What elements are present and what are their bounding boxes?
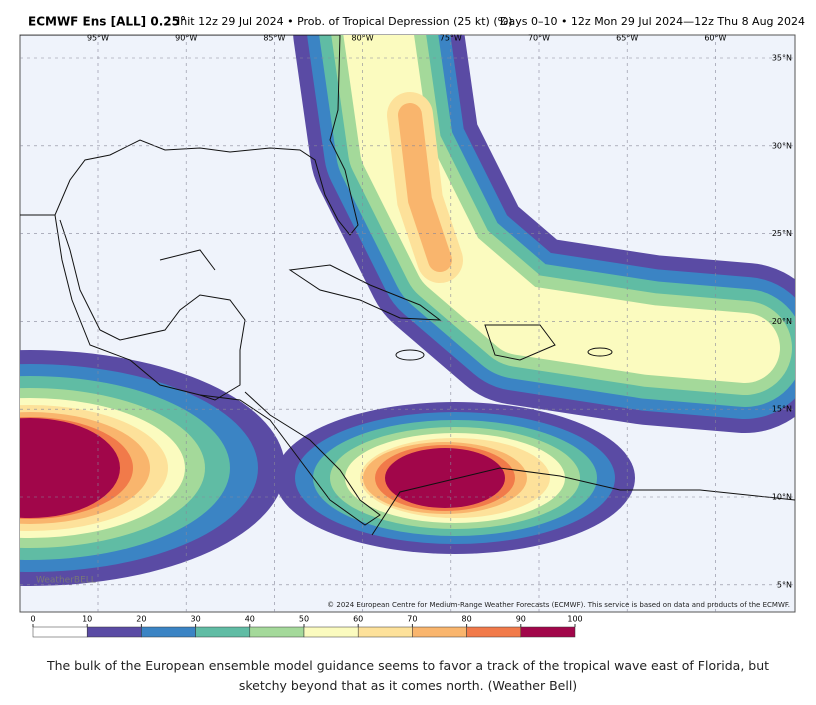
lon-label: 90°W xyxy=(175,34,197,43)
lat-label: 35°N xyxy=(772,54,792,63)
probability-band xyxy=(20,418,120,518)
credit: © 2024 European Centre for Medium-Range … xyxy=(327,601,790,609)
colorbar-label: 80 xyxy=(462,615,472,624)
lon-label: 75°W xyxy=(440,34,462,43)
colorbar-segment xyxy=(141,626,196,638)
colorbar-label: 20 xyxy=(136,615,146,624)
cuba xyxy=(288,264,442,321)
plume-core xyxy=(398,103,452,272)
lon-label: 70°W xyxy=(528,34,550,43)
colorbar-segment xyxy=(412,626,467,638)
colorbar-label: 70 xyxy=(407,615,417,624)
lat-label: 30°N xyxy=(772,141,792,150)
graticule xyxy=(20,35,795,612)
map-area xyxy=(20,35,795,612)
period-title: Days 0–10 • 12z Mon 29 Jul 2024—12z Thu … xyxy=(500,15,805,28)
colorbar-label: 60 xyxy=(353,615,363,624)
lon-label: 65°W xyxy=(616,34,638,43)
lon-label: 85°W xyxy=(263,34,285,43)
probability-field xyxy=(20,35,795,586)
south-america-coast xyxy=(371,467,795,536)
mexico-coast xyxy=(54,214,246,401)
lat-label: 10°N xyxy=(772,493,792,502)
colorbar-segment xyxy=(357,626,413,638)
colorbar-segment xyxy=(195,626,251,638)
colorbar-label: 100 xyxy=(567,615,582,624)
lat-label: 15°N xyxy=(772,405,792,414)
lat-label: 20°N xyxy=(772,317,792,326)
colorbar-segment xyxy=(86,626,142,638)
colorbar-label: 0 xyxy=(30,615,35,624)
border xyxy=(159,249,216,271)
colorbar-segment xyxy=(32,626,88,638)
colorbar-label: 30 xyxy=(191,615,201,624)
lon-label: 60°W xyxy=(704,34,726,43)
map-figure: ECMWF Ens [ALL] 0.25° Init 12z 29 Jul 20… xyxy=(19,15,805,638)
hispaniola xyxy=(484,324,556,361)
model-title: ECMWF Ens [ALL] 0.25° xyxy=(28,15,186,29)
coastlines xyxy=(20,35,795,536)
colorbar-segment xyxy=(520,626,576,638)
lat-label: 5°N xyxy=(777,580,792,589)
colorbar-segment xyxy=(249,626,305,638)
lon-label: 95°W xyxy=(87,34,109,43)
jamaica xyxy=(395,349,425,361)
lon-label: 80°W xyxy=(352,34,374,43)
logo: WeatherBELL xyxy=(36,576,96,586)
probability-band xyxy=(385,448,505,508)
colorbar-segment xyxy=(303,626,359,638)
puerto-rico xyxy=(587,347,613,357)
colorbar-label: 10 xyxy=(82,615,92,624)
colorbar: 0 10 20 30 40 50 60 70 80 90 100 xyxy=(30,615,583,638)
lat-label: 25°N xyxy=(772,229,792,238)
colorbar-label: 40 xyxy=(245,615,255,624)
caption: The bulk of the European ensemble model … xyxy=(46,658,770,693)
init-title: Init 12z 29 Jul 2024 • Prob. of Tropical… xyxy=(177,15,512,28)
central-america-coast xyxy=(199,391,381,526)
colorbar-label: 50 xyxy=(299,615,309,624)
colorbar-segment xyxy=(466,626,522,638)
us-coast xyxy=(20,35,359,236)
colorbar-label: 90 xyxy=(516,615,526,624)
